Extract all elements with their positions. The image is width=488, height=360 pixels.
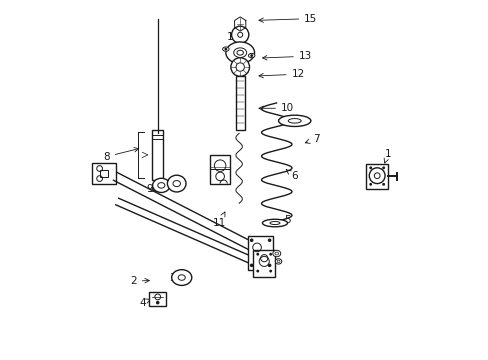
Text: 6: 6 <box>285 170 297 181</box>
Text: 3: 3 <box>169 273 177 283</box>
Bar <box>247 235 273 270</box>
Polygon shape <box>234 17 245 31</box>
Circle shape <box>249 238 253 242</box>
Circle shape <box>382 166 384 169</box>
Circle shape <box>269 270 271 273</box>
Text: 7: 7 <box>305 134 319 144</box>
Text: 11: 11 <box>212 212 225 228</box>
Bar <box>152 130 163 180</box>
Circle shape <box>256 253 259 256</box>
Ellipse shape <box>225 42 254 63</box>
Text: 1: 1 <box>384 149 390 163</box>
Bar <box>149 292 166 306</box>
Text: 14: 14 <box>226 32 245 43</box>
Ellipse shape <box>272 250 280 257</box>
Text: 4: 4 <box>139 298 151 308</box>
Bar <box>92 163 115 184</box>
Ellipse shape <box>167 175 185 192</box>
Circle shape <box>156 301 159 305</box>
Bar <box>235 76 244 130</box>
Text: 9: 9 <box>146 184 155 194</box>
Bar <box>366 163 387 189</box>
Circle shape <box>230 58 249 76</box>
Circle shape <box>267 264 271 267</box>
Ellipse shape <box>278 115 310 126</box>
Circle shape <box>269 253 271 256</box>
Circle shape <box>368 166 371 169</box>
Bar <box>100 170 107 177</box>
Ellipse shape <box>222 47 228 51</box>
Text: 2: 2 <box>130 276 149 286</box>
Circle shape <box>231 26 248 43</box>
Text: 12: 12 <box>259 69 305 79</box>
Ellipse shape <box>269 221 280 225</box>
Text: 13: 13 <box>262 51 311 61</box>
Circle shape <box>97 166 102 171</box>
Circle shape <box>224 48 227 50</box>
Circle shape <box>382 183 384 186</box>
Circle shape <box>249 264 253 267</box>
Ellipse shape <box>262 219 287 227</box>
Ellipse shape <box>152 178 170 193</box>
Ellipse shape <box>248 53 254 58</box>
Circle shape <box>267 238 271 242</box>
Bar <box>210 155 229 184</box>
Circle shape <box>97 176 102 181</box>
Text: 10: 10 <box>259 103 293 113</box>
Polygon shape <box>113 172 253 250</box>
Text: 8: 8 <box>103 148 139 162</box>
Ellipse shape <box>275 259 281 264</box>
Text: 15: 15 <box>259 14 317 24</box>
Polygon shape <box>116 198 262 267</box>
Text: 5: 5 <box>278 215 290 225</box>
Ellipse shape <box>171 270 191 285</box>
Circle shape <box>250 54 253 57</box>
Ellipse shape <box>287 118 301 123</box>
Circle shape <box>368 183 371 186</box>
Bar <box>253 250 274 277</box>
Circle shape <box>256 270 259 273</box>
